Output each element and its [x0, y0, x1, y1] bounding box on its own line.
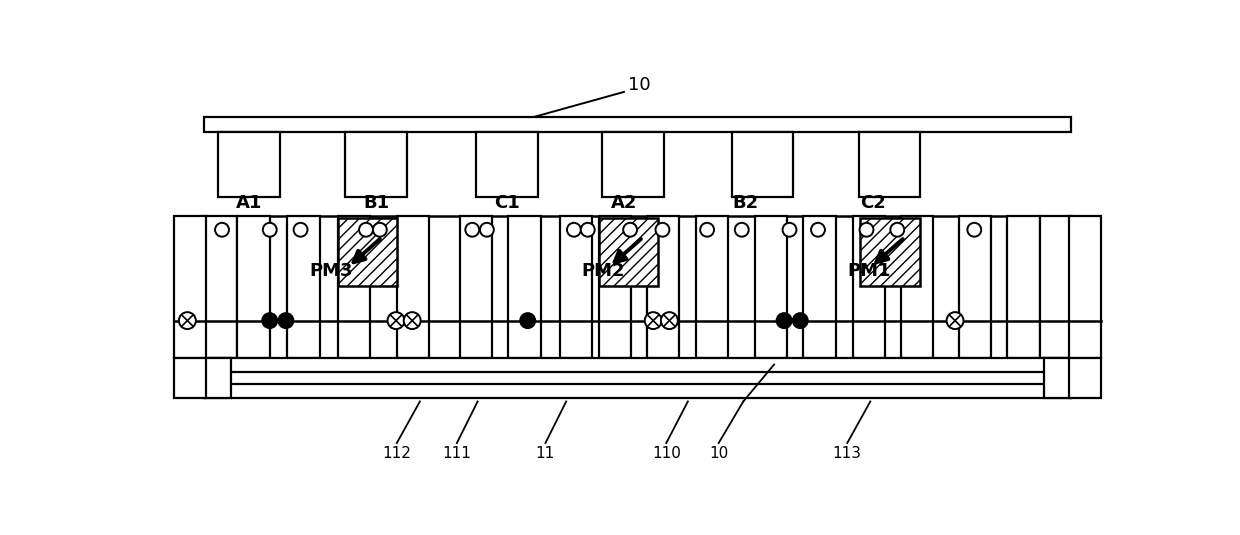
Bar [460, 216, 492, 358]
Bar [345, 132, 407, 197]
Circle shape [624, 223, 637, 236]
Circle shape [294, 223, 308, 236]
Text: 10: 10 [709, 446, 728, 461]
Text: A1: A1 [236, 194, 262, 212]
Circle shape [859, 223, 873, 236]
Bar [337, 216, 370, 358]
Text: 111: 111 [443, 446, 471, 461]
Bar [397, 216, 429, 358]
Bar [599, 218, 658, 286]
Bar [1069, 358, 1101, 399]
Circle shape [278, 312, 294, 329]
Circle shape [465, 223, 479, 236]
Bar [853, 216, 885, 358]
Bar [755, 216, 787, 358]
Bar [205, 216, 1070, 358]
Bar [205, 358, 231, 398]
Circle shape [656, 223, 670, 236]
Circle shape [967, 223, 981, 236]
Bar [599, 216, 631, 358]
Bar [560, 216, 593, 358]
Bar [205, 216, 237, 358]
Bar [1044, 358, 1070, 398]
Circle shape [480, 223, 494, 236]
Bar [901, 216, 934, 358]
Circle shape [520, 312, 536, 329]
Bar [174, 358, 206, 399]
Bar [337, 218, 397, 286]
Text: C1: C1 [494, 194, 520, 212]
Bar [1007, 216, 1040, 358]
Bar [1069, 216, 1101, 358]
Text: B2: B2 [733, 194, 759, 212]
Text: B1: B1 [363, 194, 389, 212]
Circle shape [946, 312, 963, 329]
Circle shape [792, 312, 808, 329]
Text: 11: 11 [536, 446, 556, 461]
Bar [959, 216, 991, 358]
Text: PM2: PM2 [582, 262, 625, 280]
Circle shape [567, 223, 580, 236]
Circle shape [263, 223, 277, 236]
Circle shape [811, 223, 825, 236]
Circle shape [580, 223, 595, 236]
Bar [288, 216, 320, 358]
Circle shape [215, 223, 229, 236]
Circle shape [890, 223, 904, 236]
Circle shape [661, 312, 678, 329]
Circle shape [388, 312, 404, 329]
Circle shape [404, 312, 420, 329]
Bar [696, 216, 728, 358]
Circle shape [373, 223, 387, 236]
Text: C2: C2 [859, 194, 885, 212]
Text: PM3: PM3 [309, 262, 352, 280]
Bar [476, 132, 538, 197]
Bar [861, 218, 920, 286]
Bar [205, 384, 1070, 398]
Text: 113: 113 [833, 446, 862, 461]
Text: 10: 10 [627, 76, 651, 94]
Bar [732, 132, 794, 197]
Circle shape [360, 223, 373, 236]
Bar [1040, 216, 1073, 358]
Bar [237, 216, 270, 358]
Bar [859, 132, 920, 197]
Circle shape [645, 312, 662, 329]
Circle shape [782, 223, 796, 236]
Bar [508, 216, 541, 358]
Text: 112: 112 [382, 446, 412, 461]
Bar [205, 358, 1070, 372]
Circle shape [701, 223, 714, 236]
Bar [603, 132, 663, 197]
Bar [218, 132, 280, 197]
Text: A2: A2 [611, 194, 637, 212]
Bar [804, 216, 836, 358]
Circle shape [735, 223, 749, 236]
Bar [647, 216, 680, 358]
Circle shape [776, 312, 792, 329]
Text: 110: 110 [652, 446, 681, 461]
Circle shape [262, 312, 278, 329]
Bar [205, 117, 1070, 132]
Text: PM1: PM1 [847, 262, 890, 280]
Bar [174, 216, 206, 358]
Circle shape [179, 312, 196, 329]
